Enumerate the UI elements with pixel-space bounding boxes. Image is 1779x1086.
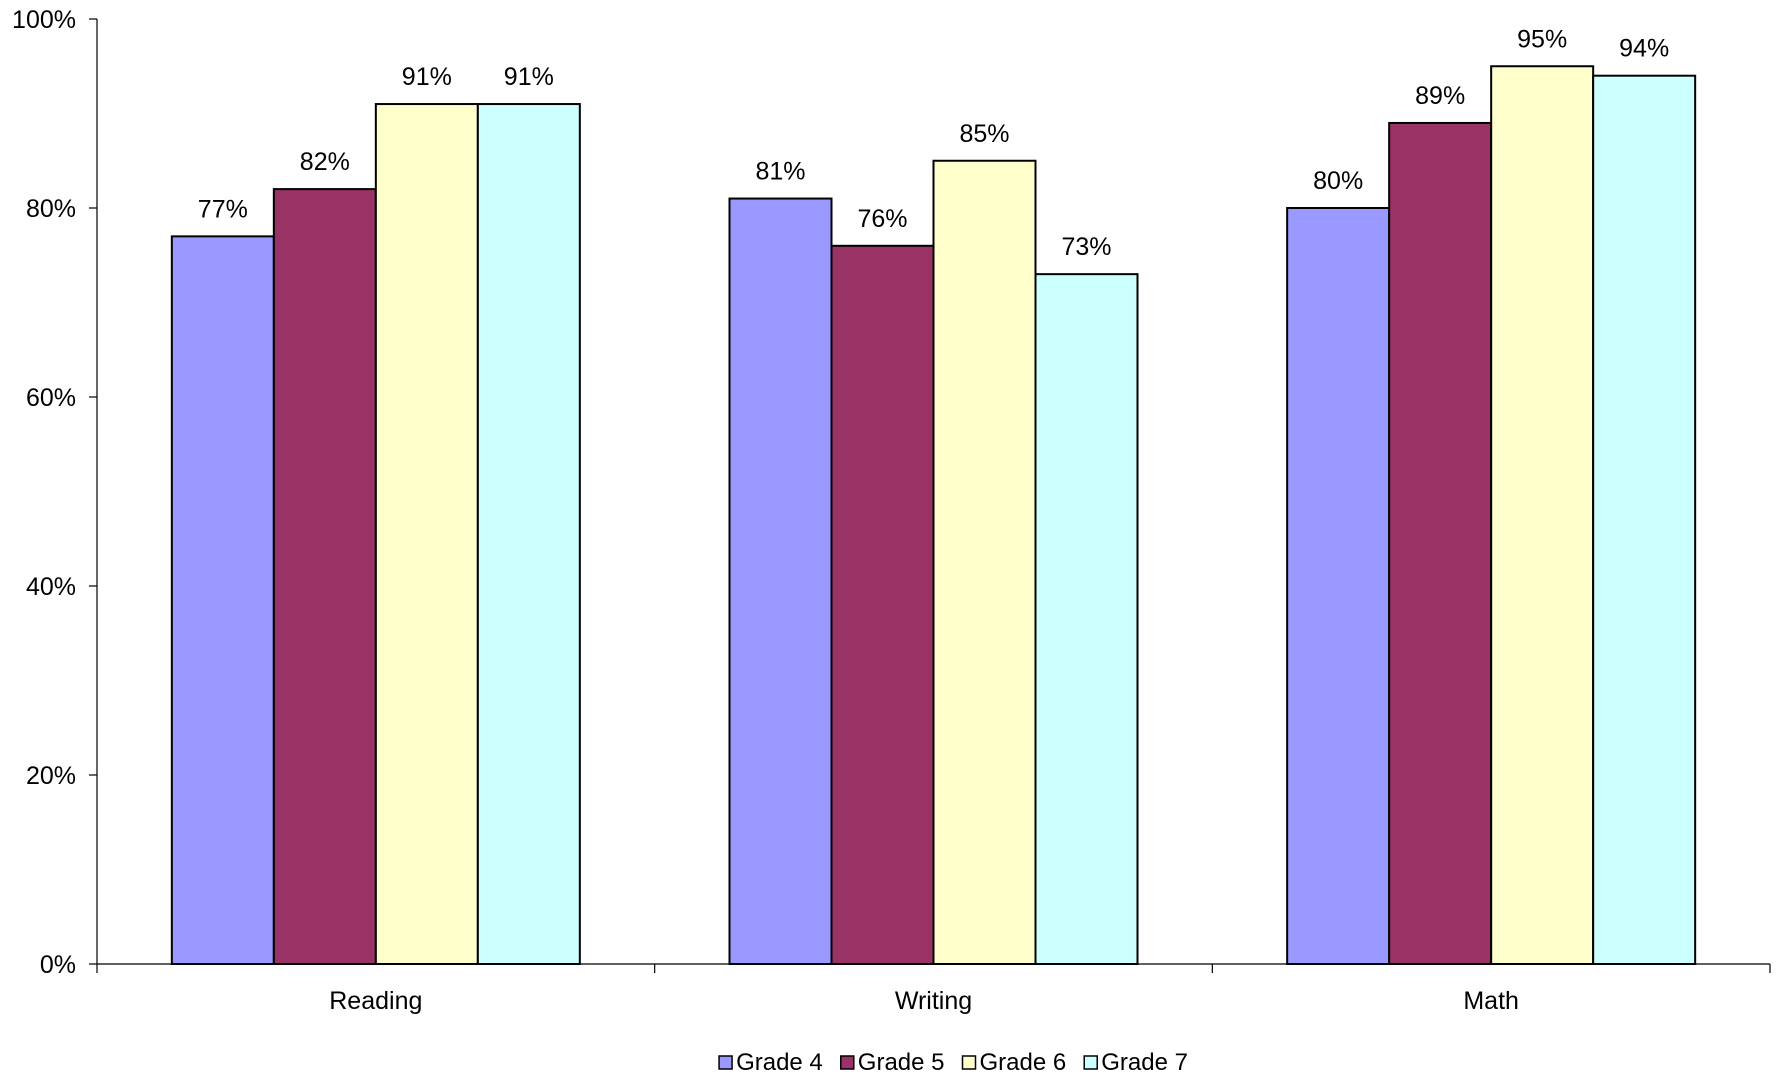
data-label: 73% — [1061, 233, 1111, 261]
legend-label: Grade 7 — [1101, 1049, 1188, 1076]
bars-group — [170, 65, 1697, 966]
bar — [932, 159, 1037, 965]
legend-swatch — [840, 1055, 855, 1070]
y-tick-label: 60% — [26, 384, 76, 412]
data-labels-group: 77% 82% 91% 91% 81% 76% 85% 73% 80% 89% 95% 94% — [198, 25, 1669, 261]
y-tick-label: 40% — [26, 573, 76, 601]
bar — [476, 103, 581, 966]
y-tick-label: 80% — [26, 195, 76, 223]
data-label: 91% — [504, 63, 554, 91]
bar — [1592, 74, 1697, 965]
x-category-label: Writing — [895, 987, 972, 1015]
bar — [728, 197, 833, 966]
legend: Grade 4 Grade 5 Grade 6 Grade 7 — [718, 1049, 1188, 1076]
data-label: 82% — [300, 148, 350, 176]
x-axis: Reading Writing Math — [96, 963, 1771, 1015]
bar — [830, 244, 935, 966]
data-label: 77% — [198, 195, 248, 223]
legend-swatch — [718, 1055, 733, 1070]
legend-label: Grade 4 — [736, 1049, 823, 1076]
data-label: 80% — [1313, 167, 1363, 195]
legend-label: Grade 5 — [858, 1049, 945, 1076]
data-label: 95% — [1517, 25, 1567, 53]
y-tick-label: 20% — [26, 762, 76, 790]
legend-swatch — [1083, 1055, 1098, 1070]
data-label: 94% — [1619, 35, 1669, 63]
bar — [1490, 65, 1595, 965]
data-label: 85% — [959, 120, 1009, 148]
bar — [1286, 207, 1391, 965]
data-label: 89% — [1415, 82, 1465, 110]
data-label: 76% — [857, 205, 907, 233]
x-category-label: Reading — [329, 987, 422, 1015]
bar — [170, 235, 275, 966]
y-tick-label: 100% — [12, 6, 76, 34]
y-tick-label: 0% — [40, 951, 76, 979]
data-label: 91% — [402, 63, 452, 91]
bar — [1034, 273, 1139, 965]
y-axis: 0% 20% 40% 60% 80% 100% — [12, 6, 98, 979]
legend-label: Grade 6 — [980, 1049, 1067, 1076]
x-category-label: Math — [1463, 987, 1519, 1015]
data-label: 81% — [755, 158, 805, 186]
bar — [374, 103, 479, 966]
bar — [272, 188, 377, 966]
bar — [1388, 121, 1493, 965]
legend-swatch — [961, 1055, 977, 1070]
